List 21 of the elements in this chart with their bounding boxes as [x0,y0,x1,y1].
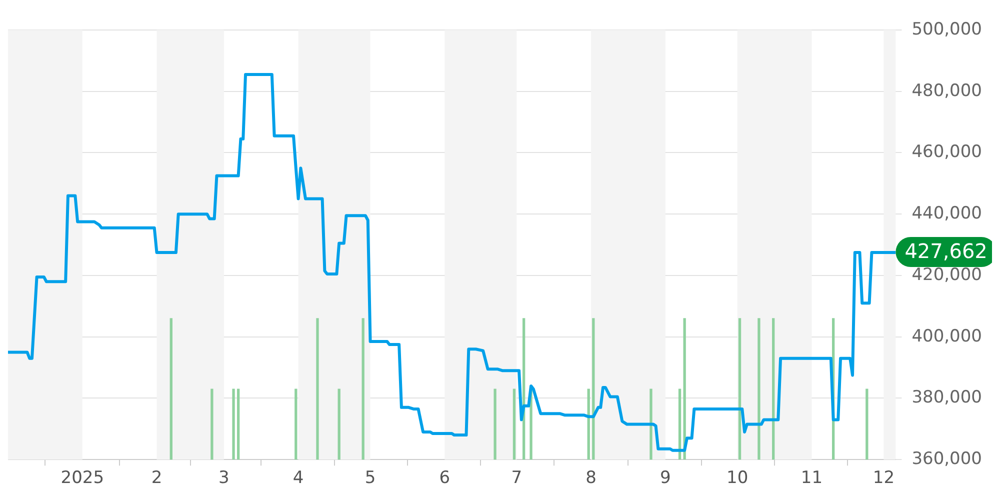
x-tick-label: 2 [151,468,162,488]
y-tick-label: 500,000 [912,19,982,40]
x-tick-label: 6 [439,468,450,488]
x-tick-label: 7 [511,468,522,488]
y-tick-label: 360,000 [912,449,982,470]
y-tick-label: 420,000 [912,264,982,285]
annotation: 427,662 [904,239,988,264]
x-tick-label: 8 [586,468,596,488]
x-tick-label: 4 [292,468,304,488]
y-tick-label: 460,000 [912,142,982,162]
x-tick-label: 12 [872,468,895,488]
x-tick-label: 11 [800,468,823,488]
y-tick-label: 440,000 [912,204,982,224]
x-tick-label: 2025 [60,468,104,488]
y-tick-label: 400,000 [912,326,982,346]
y-tick-label: 380,000 [912,388,982,408]
x-tick-label: 9 [660,468,671,488]
x-tick-label: 10 [726,468,748,488]
x-tick-label: 3 [218,468,230,488]
x-tick-label: 5 [364,468,376,488]
y-tick-label: 480,000 [912,80,982,101]
